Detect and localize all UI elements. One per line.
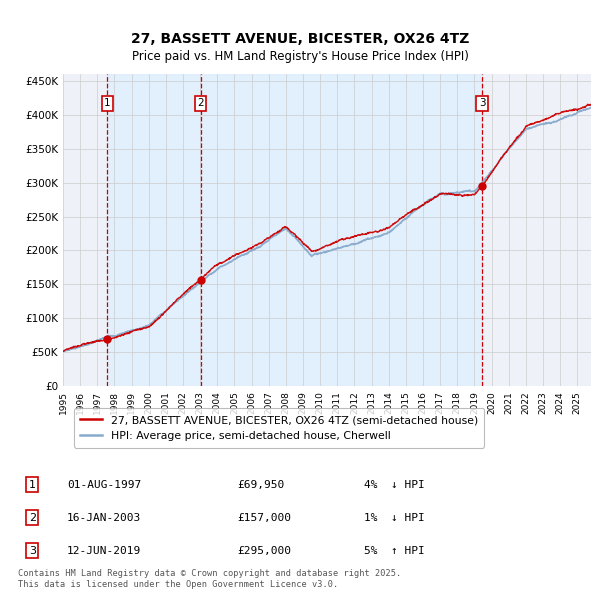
Text: 2: 2	[197, 99, 204, 109]
Text: 1: 1	[29, 480, 36, 490]
Text: 27, BASSETT AVENUE, BICESTER, OX26 4TZ: 27, BASSETT AVENUE, BICESTER, OX26 4TZ	[131, 32, 469, 47]
Text: £69,950: £69,950	[237, 480, 284, 490]
Bar	[107, 74, 482, 386]
Text: 3: 3	[29, 546, 36, 556]
Text: 5%  ↑ HPI: 5% ↑ HPI	[364, 546, 424, 556]
Text: 1: 1	[104, 99, 110, 109]
Text: Price paid vs. HM Land Registry's House Price Index (HPI): Price paid vs. HM Land Registry's House …	[131, 50, 469, 63]
Text: 12-JUN-2019: 12-JUN-2019	[67, 546, 141, 556]
Text: £295,000: £295,000	[237, 546, 291, 556]
Text: £157,000: £157,000	[237, 513, 291, 523]
Legend: 27, BASSETT AVENUE, BICESTER, OX26 4TZ (semi-detached house), HPI: Average price: 27, BASSETT AVENUE, BICESTER, OX26 4TZ (…	[74, 408, 484, 448]
Text: 1%  ↓ HPI: 1% ↓ HPI	[364, 513, 424, 523]
Text: 4%  ↓ HPI: 4% ↓ HPI	[364, 480, 424, 490]
Text: Contains HM Land Registry data © Crown copyright and database right 2025.
This d: Contains HM Land Registry data © Crown c…	[18, 569, 401, 589]
Text: 16-JAN-2003: 16-JAN-2003	[67, 513, 141, 523]
Text: 01-AUG-1997: 01-AUG-1997	[67, 480, 141, 490]
Text: 2: 2	[29, 513, 36, 523]
Text: 3: 3	[479, 99, 485, 109]
